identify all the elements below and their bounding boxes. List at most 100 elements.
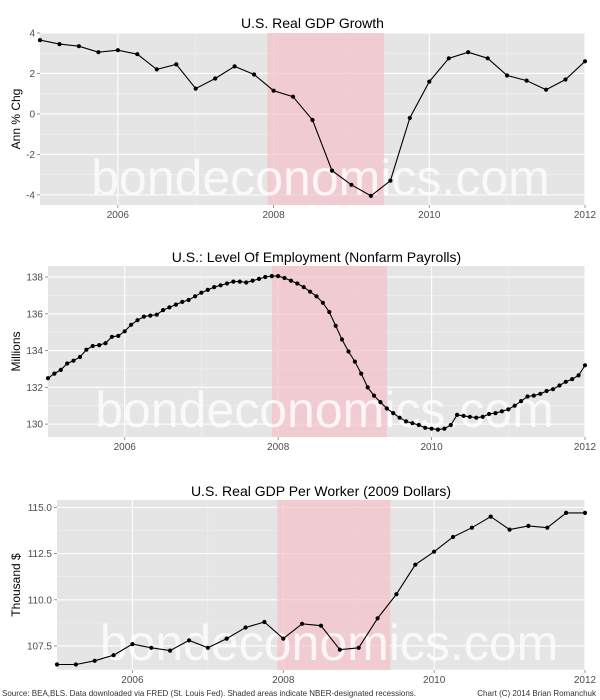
data-point	[232, 64, 237, 69]
data-point	[525, 394, 530, 399]
data-point	[148, 313, 153, 318]
data-point	[512, 403, 517, 408]
data-point	[570, 377, 575, 382]
data-point	[365, 385, 370, 390]
data-point	[103, 341, 108, 346]
data-point	[506, 407, 511, 412]
data-point	[450, 534, 456, 540]
data-point	[352, 359, 357, 364]
data-point	[111, 653, 116, 658]
data-point	[388, 178, 393, 183]
data-point	[45, 376, 51, 381]
x-tick-label: 2010	[423, 675, 446, 686]
data-point	[327, 309, 332, 315]
data-point	[339, 337, 345, 342]
data-point	[269, 274, 274, 279]
data-point	[320, 300, 325, 305]
data-point	[407, 115, 412, 121]
data-point	[531, 393, 536, 398]
y-tick-label: 115.0	[28, 503, 53, 514]
data-point	[54, 662, 60, 667]
data-point	[250, 278, 255, 283]
data-point	[129, 322, 134, 327]
data-point	[368, 193, 373, 198]
data-point	[52, 371, 57, 376]
data-point	[413, 562, 418, 567]
data-point	[557, 383, 562, 388]
data-point	[301, 285, 306, 290]
y-tick-label: 2	[29, 69, 35, 80]
data-point	[416, 422, 421, 428]
data-point	[199, 290, 204, 295]
data-point	[333, 323, 338, 328]
data-point	[427, 79, 432, 84]
data-point	[73, 662, 78, 667]
data-point	[174, 62, 179, 67]
data-point	[474, 415, 479, 420]
data-point	[544, 87, 549, 92]
data-point	[84, 347, 89, 352]
data-point	[493, 411, 498, 416]
data-point	[300, 621, 305, 626]
data-point	[193, 86, 198, 91]
data-point	[96, 50, 101, 55]
data-point	[262, 619, 267, 625]
data-point	[563, 77, 568, 82]
y-tick-label: -4	[26, 190, 35, 201]
data-point	[371, 393, 377, 398]
y-axis-label: Thousand $	[9, 553, 23, 617]
chart-panel-1: bondeconomics.com 2006 2008 2010 2012 -4 -2 0 2 4…	[9, 15, 597, 221]
data-point	[252, 72, 257, 77]
data-point	[231, 279, 236, 284]
data-point	[487, 411, 492, 417]
data-point	[92, 658, 97, 663]
data-point	[310, 117, 315, 123]
data-point	[115, 48, 120, 53]
y-tick-label: 107.5	[27, 641, 52, 652]
y-tick-label: 138	[26, 273, 43, 284]
watermark: bondeconomics.com	[100, 615, 559, 671]
data-point	[243, 625, 248, 630]
data-point	[356, 645, 361, 650]
data-point	[212, 285, 217, 290]
data-point	[507, 527, 512, 532]
data-point	[237, 279, 242, 284]
chart-panel-2: bondeconomics.com 2006 2008 2010 2012 130 132 1…	[9, 249, 597, 453]
y-tick-label: 110.0	[28, 595, 53, 606]
recession-shading	[267, 33, 385, 205]
data-point	[397, 415, 402, 420]
data-point	[346, 349, 351, 354]
chart-title: U.S. Real GDP Per Worker (2009 Dollars)	[191, 483, 451, 499]
data-point	[488, 514, 493, 519]
data-point	[337, 647, 342, 652]
data-point	[423, 425, 428, 430]
x-tick-label: 2006	[107, 210, 130, 221]
data-point	[391, 411, 396, 416]
data-point	[154, 67, 159, 72]
chart-credit: Chart (C) 2014 Brian Romanchuk	[477, 689, 597, 698]
data-point	[224, 281, 230, 286]
data-point	[205, 287, 210, 292]
data-point	[57, 42, 62, 47]
data-point	[526, 523, 531, 529]
data-point	[205, 645, 210, 650]
y-tick-label: 134	[26, 346, 43, 357]
data-point	[314, 294, 319, 299]
data-point	[461, 413, 466, 418]
data-point	[168, 648, 173, 653]
data-point	[318, 623, 324, 628]
y-tick-label: 132	[26, 383, 43, 394]
y-tick-label: -2	[26, 150, 35, 161]
data-point	[582, 510, 588, 515]
chart-title: U.S.: Level Of Employment (Nonfarm Payro…	[172, 249, 461, 265]
data-point	[375, 616, 380, 621]
data-point	[244, 280, 249, 285]
data-point	[469, 525, 474, 530]
data-point	[186, 638, 192, 643]
data-point	[288, 278, 294, 283]
data-point	[116, 333, 121, 338]
data-point	[149, 645, 154, 650]
data-point	[466, 50, 471, 55]
data-point	[263, 274, 268, 280]
y-tick-label: 4	[29, 29, 35, 40]
